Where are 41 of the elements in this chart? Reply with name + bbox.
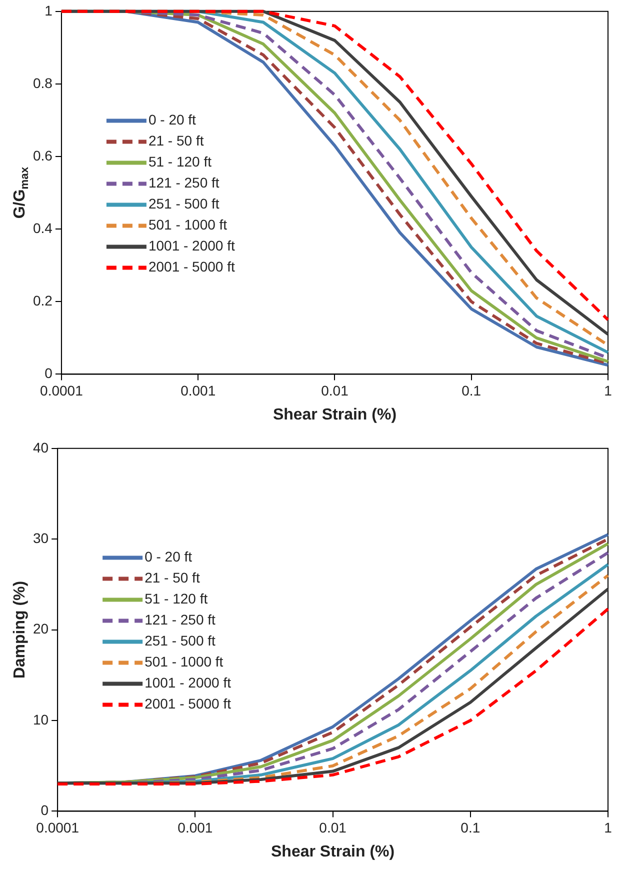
legend-label: 1001 - 2000 ft xyxy=(148,238,235,254)
y-tick-label: 0.4 xyxy=(32,220,53,236)
x-tick-label: 1 xyxy=(604,382,612,398)
y-axis-title: G/Gmax xyxy=(11,166,31,219)
y-tick-label: 20 xyxy=(32,620,49,637)
legend-label: 121 - 250 ft xyxy=(144,612,216,628)
legend-label: 21 - 50 ft xyxy=(144,570,200,586)
y-tick-label: 0.2 xyxy=(32,292,53,308)
legend-label: 501 - 1000 ft xyxy=(144,654,224,670)
x-tick-label: 0.01 xyxy=(319,819,347,836)
legend-label: 251 - 500 ft xyxy=(148,196,220,212)
legend-label: 21 - 50 ft xyxy=(148,132,204,149)
y-tick-label: 0.8 xyxy=(32,74,53,91)
y-tick-label: 40 xyxy=(32,439,49,456)
x-tick-label: 0.1 xyxy=(462,382,482,398)
legend-label: 2001 - 5000 ft xyxy=(148,258,235,275)
legend-label: 2001 - 5000 ft xyxy=(144,696,232,712)
legend-label: 0 - 20 ft xyxy=(144,548,192,565)
y-tick-label: 0.6 xyxy=(32,147,53,164)
y-tick-label: 30 xyxy=(32,530,49,546)
x-tick-label: 0.001 xyxy=(180,382,216,398)
legend-label: 51 - 120 ft xyxy=(148,154,212,170)
y-tick-label: 10 xyxy=(32,711,49,728)
x-axis-title: Shear Strain (%) xyxy=(270,843,395,860)
y-tick-label: 1 xyxy=(44,2,53,18)
x-tick-label: 0.01 xyxy=(321,382,349,398)
legend-label: 0 - 20 ft xyxy=(148,112,196,128)
legend-label: 1001 - 2000 ft xyxy=(144,674,232,691)
y-axis-title: Damping (%) xyxy=(11,580,28,679)
x-tick-label: 1 xyxy=(604,819,612,836)
legend-label: 121 - 250 ft xyxy=(148,174,220,191)
x-axis-title: Shear Strain (%) xyxy=(272,406,397,424)
y-tick-label: 0 xyxy=(44,365,53,382)
legend-label: 251 - 500 ft xyxy=(144,632,216,649)
x-tick-label: 0.1 xyxy=(460,819,480,836)
y-tick-label: 0 xyxy=(40,802,49,818)
x-tick-label: 0.0001 xyxy=(36,819,80,836)
x-tick-label: 0.0001 xyxy=(40,382,84,398)
legend-label: 501 - 1000 ft xyxy=(148,216,228,233)
x-tick-label: 0.001 xyxy=(178,819,213,836)
legend-label: 51 - 120 ft xyxy=(144,590,208,607)
